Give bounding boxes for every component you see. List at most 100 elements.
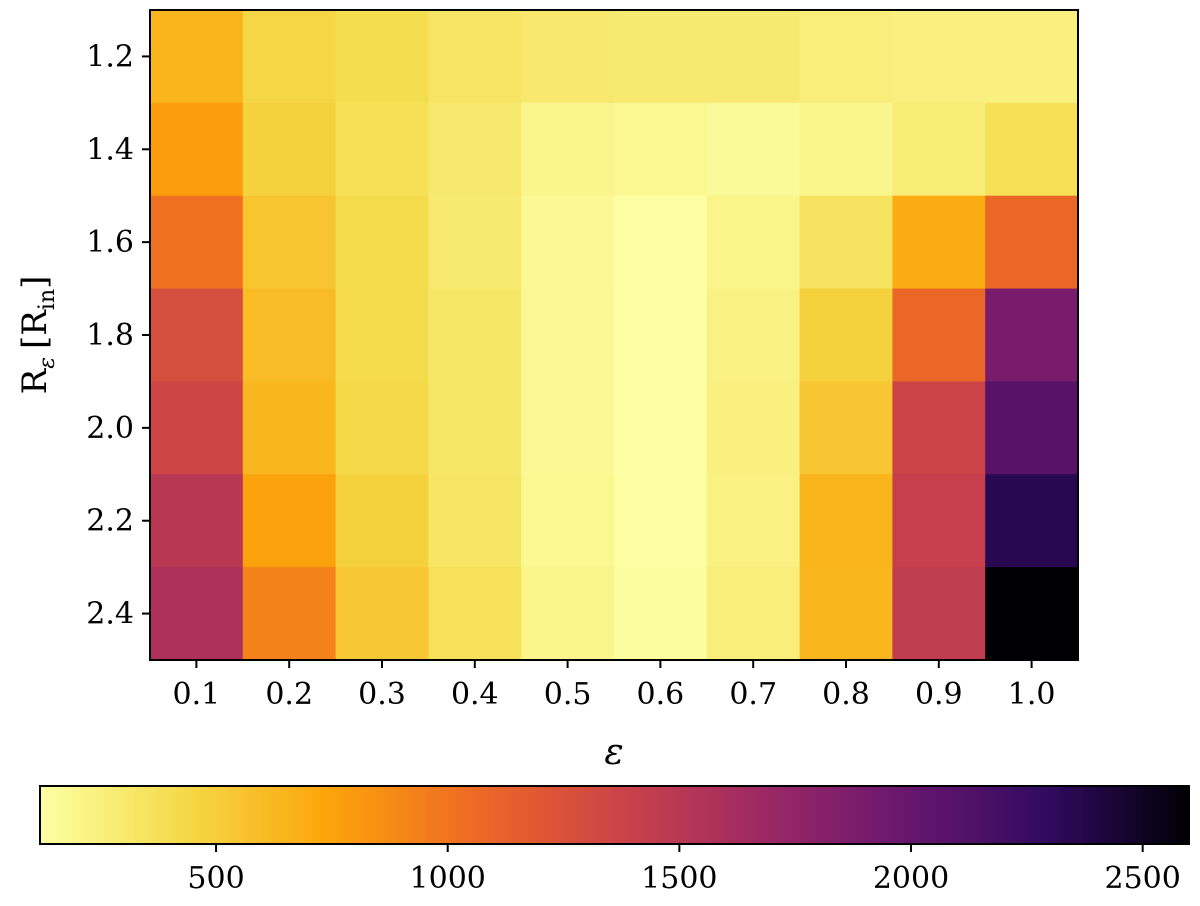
heatmap-cell: [150, 288, 244, 383]
y-tick-label: 1.8: [86, 318, 134, 353]
heatmap-cell: [335, 102, 429, 197]
heatmap-cell: [428, 474, 522, 568]
y-axis-label-main: R: [15, 367, 55, 394]
heatmap-cell: [428, 381, 522, 475]
colorbar-tick-label: 1000: [410, 861, 486, 896]
y-tick-label: 2.4: [86, 597, 134, 632]
heatmap-cell: [521, 288, 615, 383]
heatmap-cell: [614, 567, 708, 661]
x-tick-label: 0.8: [822, 677, 870, 712]
heatmap-cell: [150, 474, 244, 568]
heatmap-cell: [706, 102, 801, 197]
heatmap-cell: [521, 195, 615, 290]
colorbar-tick-label: 2000: [873, 861, 949, 896]
heatmap-cell: [706, 381, 801, 475]
heatmap-cell: [335, 10, 429, 104]
heatmap-cell: [892, 288, 986, 383]
x-tick-label: 1.0: [1008, 677, 1056, 712]
heatmap-cell: [521, 567, 615, 661]
heatmap-cell: [985, 381, 1079, 475]
heatmap-cell: [892, 10, 986, 104]
colorbar-tick-label: 1500: [641, 861, 717, 896]
heatmap-cell: [335, 288, 429, 383]
heatmap-cell: [428, 195, 522, 290]
heatmap-cell: [614, 195, 708, 290]
heatmap-cell: [335, 381, 429, 475]
x-tick-label: 0.7: [729, 677, 777, 712]
heatmap-cell: [985, 102, 1079, 197]
heatmap-cell: [521, 474, 615, 568]
heatmap-cell: [985, 567, 1079, 661]
heatmap-cell: [799, 195, 893, 290]
heatmap-cell: [892, 195, 986, 290]
x-tick-label: 0.6: [637, 677, 685, 712]
heatmap-cell: [521, 10, 615, 104]
y-axis-label: Rε [Rin]: [15, 276, 60, 395]
heatmap-cell: [799, 381, 893, 475]
x-tick-label: 0.1: [173, 677, 221, 712]
heatmap-cell: [614, 10, 708, 104]
heatmap-cell: [242, 474, 337, 568]
y-axis-label-unit-sub: in: [35, 289, 60, 310]
colorbar-tick-label: 500: [187, 861, 244, 896]
heatmap-cell: [892, 567, 986, 661]
heatmap-cell: [150, 567, 244, 661]
heatmap-cell: [799, 474, 893, 568]
heatmap-cell: [428, 10, 522, 104]
y-tick-label: 1.4: [86, 132, 134, 167]
heatmap-cell: [892, 381, 986, 475]
heatmap-cell: [614, 474, 708, 568]
heatmap-cell: [150, 195, 244, 290]
x-tick-label: 0.9: [915, 677, 963, 712]
colorbar: [39, 785, 1190, 845]
y-tick-label: 1.2: [86, 39, 134, 74]
heatmap-cell: [985, 474, 1079, 568]
heatmap-cell: [242, 10, 337, 104]
heatmap-cell: [985, 288, 1079, 383]
heatmap-cell: [150, 381, 244, 475]
heatmap-cell: [614, 102, 708, 197]
heatmap-cell: [428, 567, 522, 661]
colorbar-tick-label: 2500: [1104, 861, 1180, 896]
heatmap-cell: [335, 474, 429, 568]
heatmap-cell: [799, 567, 893, 661]
heatmap-cell: [242, 195, 337, 290]
heatmap-cell: [150, 10, 244, 104]
x-axis-ticks: 0.1 0.2 0.3 0.4 0.5 0.6 0.7 0.8 0.9 1.0: [173, 660, 1056, 712]
heatmap-cell: [428, 102, 522, 197]
x-tick-label: 0.2: [265, 677, 313, 712]
heatmap-cell: [242, 381, 337, 475]
y-axis-label-unit: [R: [15, 309, 55, 349]
colorbar-ticks: 500 1000 1500 2000 2500: [187, 844, 1181, 896]
heatmap-cell: [242, 102, 337, 197]
heatmap-cell: [892, 474, 986, 568]
heatmap-cell: [706, 195, 801, 290]
y-axis-ticks: 1.2 1.4 1.6 1.8 2.0 2.2 2.4: [86, 39, 150, 632]
y-tick-label: 2.2: [86, 504, 134, 539]
x-tick-label: 0.5: [544, 677, 592, 712]
x-tick-label: 0.3: [358, 677, 406, 712]
heatmap-cell: [706, 288, 801, 383]
heatmap-cell: [335, 195, 429, 290]
heatmap-cells: [150, 10, 1079, 661]
heatmap-cell: [335, 567, 429, 661]
heatmap-cell: [706, 10, 801, 104]
heatmap-cell: [614, 381, 708, 475]
heatmap-cell: [242, 288, 337, 383]
heatmap-cell: [614, 288, 708, 383]
y-axis-label-unit-close: ]: [15, 276, 55, 289]
heatmap-cell: [799, 102, 893, 197]
heatmap-cell: [706, 567, 801, 661]
heatmap-cell: [521, 102, 615, 197]
y-tick-label: 2.0: [86, 411, 134, 446]
y-tick-label: 1.6: [86, 225, 134, 260]
heatmap-cell: [150, 102, 244, 197]
heatmap-cell: [985, 10, 1079, 104]
heatmap-cell: [892, 102, 986, 197]
x-tick-label: 0.4: [451, 677, 499, 712]
heatmap-cell: [706, 474, 801, 568]
heatmap-cell: [799, 10, 893, 104]
heatmap-cell: [521, 381, 615, 475]
x-axis-label: ε: [604, 732, 623, 773]
